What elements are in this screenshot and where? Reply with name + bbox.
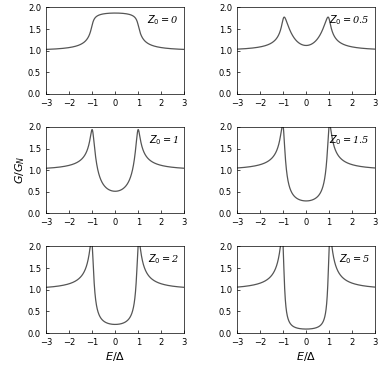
Text: $Z_0 = $5: $Z_0 = $5 [339,252,370,266]
X-axis label: $E/\Delta$: $E/\Delta$ [105,350,125,363]
Text: $Z_0 = $1: $Z_0 = $1 [149,133,179,147]
Y-axis label: $G/G_N$: $G/G_N$ [13,156,26,185]
Text: $Z_0 = $1.5: $Z_0 = $1.5 [329,133,370,147]
Text: $Z_0 = $0.5: $Z_0 = $0.5 [329,13,370,27]
Text: $Z_0 = $0: $Z_0 = $0 [147,13,179,27]
Text: $Z_0 = $2: $Z_0 = $2 [148,252,179,266]
X-axis label: $E/\Delta$: $E/\Delta$ [296,350,316,363]
